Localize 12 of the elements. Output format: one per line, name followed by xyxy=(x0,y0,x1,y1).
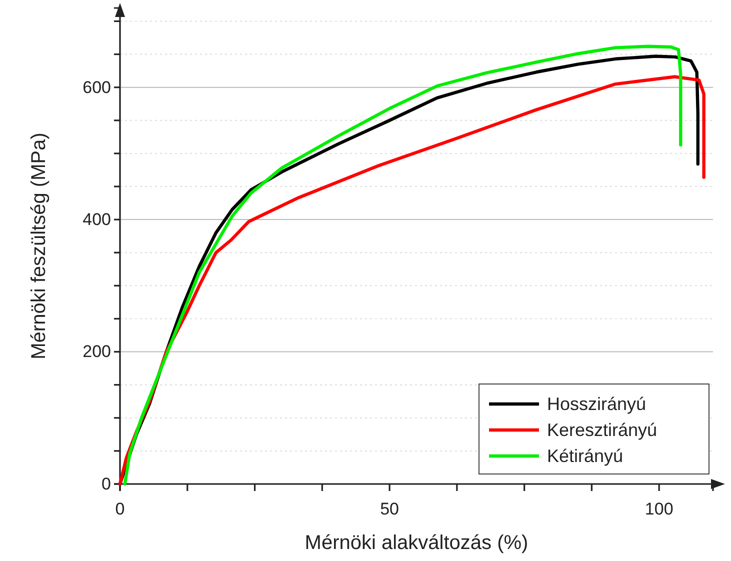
legend-label: Kétirányú xyxy=(547,446,624,466)
x-tick-label: 100 xyxy=(644,499,674,518)
y-axis-title: Mérnöki feszültség (MPa) xyxy=(28,132,50,360)
legend-label: Hosszirányú xyxy=(547,394,646,414)
legend-label: Keresztirányú xyxy=(547,420,658,440)
y-tick-label: 200 xyxy=(82,342,111,362)
x-axis-title: Mérnöki alakváltozás (%) xyxy=(304,532,528,554)
x-tick-label: 0 xyxy=(115,499,125,518)
y-tick-label: 400 xyxy=(82,210,111,229)
y-tick-label: 600 xyxy=(82,78,111,97)
y-tick-label: 0 xyxy=(102,474,111,494)
x-tick-label: 50 xyxy=(380,499,400,518)
